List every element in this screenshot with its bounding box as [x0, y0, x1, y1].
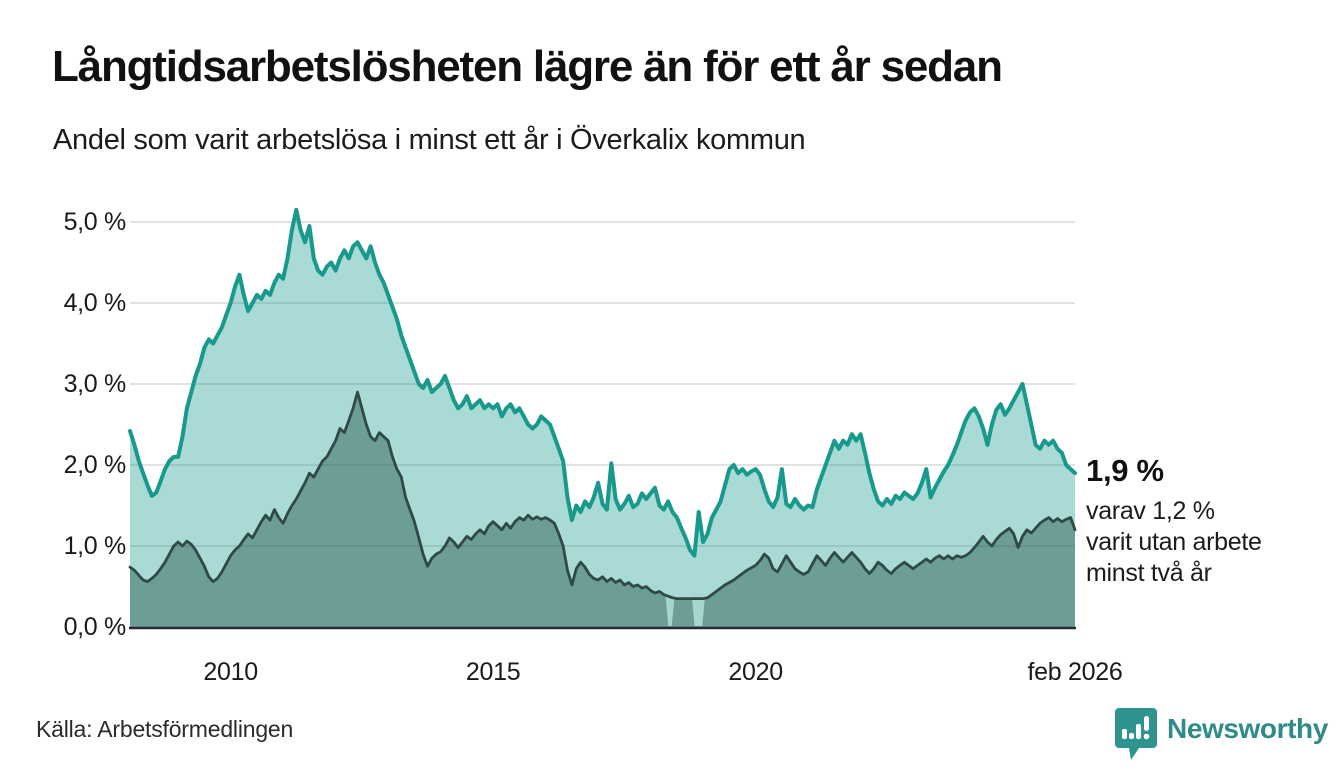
end-value-annotation: 1,9 % varav 1,2 % varit utan arbete mins…	[1086, 453, 1316, 589]
source-note: Källa: Arbetsförmedlingen	[36, 716, 294, 742]
y-tick-label: 1,0 %	[63, 532, 127, 560]
y-tick-label: 3,0 %	[63, 370, 127, 398]
x-tick-label: feb 2026	[1027, 658, 1123, 686]
annotation-line-1: varav 1,2 %	[1086, 497, 1215, 525]
latest-value-label: 1,9 %	[1086, 453, 1164, 488]
chart-subtitle: Andel som varit arbetslösa i minst ett å…	[53, 124, 806, 156]
newsworthy-logo-text: Newsworthy	[1167, 713, 1328, 744]
newsworthy-logo-icon	[1115, 708, 1157, 760]
y-tick-label: 5,0 %	[63, 208, 127, 236]
y-tick-label: 2,0 %	[63, 451, 127, 479]
y-tick-label: 4,0 %	[63, 289, 127, 317]
annotation-line-3: minst två år	[1086, 559, 1212, 587]
x-tick-label: 2020	[728, 658, 783, 686]
x-tick-label: 2010	[203, 658, 258, 686]
chart-title: Långtidsarbetslösheten lägre än för ett …	[52, 42, 1003, 91]
y-tick-label: 0,0 %	[63, 613, 127, 641]
newsworthy-logo: Newsworthy	[1114, 707, 1328, 763]
annotation-line-2: varit utan arbete	[1086, 528, 1262, 556]
x-tick-label: 2015	[465, 658, 521, 686]
